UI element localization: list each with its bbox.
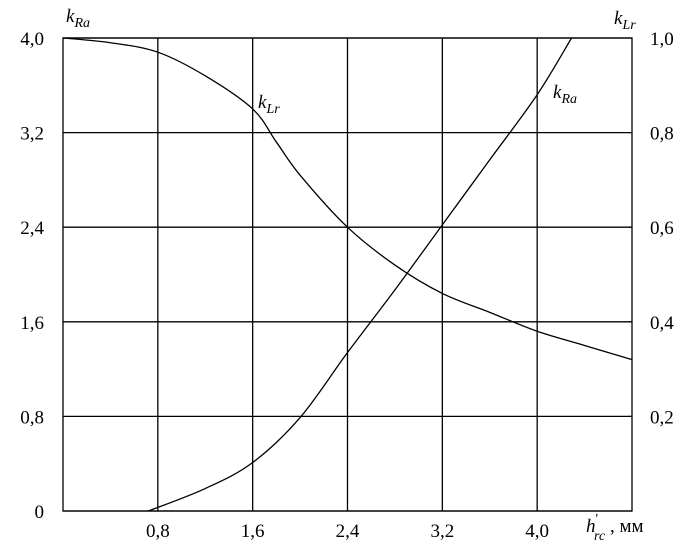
series-line bbox=[62, 37, 633, 361]
series-label-sub: Lr bbox=[265, 102, 280, 117]
y-tick-label: 0 bbox=[35, 502, 45, 523]
series-label-main: k bbox=[258, 92, 267, 113]
y2-tick-label: 0,6 bbox=[650, 218, 674, 239]
y-axis-title-sub: Ra bbox=[73, 16, 90, 31]
y-tick-label: 2,4 bbox=[20, 218, 44, 239]
y2-axis-title-sub: Lr bbox=[621, 18, 636, 33]
x-axis-title-sup: ' bbox=[596, 512, 599, 527]
y2-tick-label: 0,4 bbox=[650, 313, 674, 334]
x-axis-title-sub: rc bbox=[594, 529, 606, 544]
y-axis-title: kRa bbox=[66, 6, 90, 31]
y2-tick-label: 0,2 bbox=[650, 407, 674, 428]
x-tick-label: 2,4 bbox=[336, 521, 360, 542]
series-label: kRa bbox=[553, 82, 577, 107]
series-line bbox=[148, 37, 573, 512]
series-label-main: k bbox=[553, 82, 562, 103]
y2-axis-title-main: k bbox=[614, 8, 623, 29]
y2-axis-title: kLr bbox=[614, 8, 636, 33]
y-tick-label: 1,6 bbox=[20, 313, 44, 334]
y-axis-title-main: k bbox=[66, 6, 75, 27]
x-tick-label: 0,8 bbox=[146, 521, 170, 542]
y2-tick-label: 1,0 bbox=[650, 29, 674, 50]
series-label: kLr bbox=[258, 92, 280, 117]
x-tick-label: 4,0 bbox=[525, 521, 549, 542]
series-label-sub: Ra bbox=[560, 92, 577, 107]
x-axis-title-main: h bbox=[586, 516, 596, 537]
x-axis-title-rest: , мм bbox=[605, 516, 643, 537]
y-tick-label: 0,8 bbox=[20, 407, 44, 428]
y2-tick-label: 0,8 bbox=[650, 124, 674, 145]
x-tick-label: 1,6 bbox=[241, 521, 265, 542]
x-axis-title: h' rc , мм bbox=[586, 512, 643, 544]
y-tick-label: 4,0 bbox=[20, 29, 44, 50]
x-tick-label: 3,2 bbox=[430, 521, 454, 542]
y-tick-label: 3,2 bbox=[20, 124, 44, 145]
